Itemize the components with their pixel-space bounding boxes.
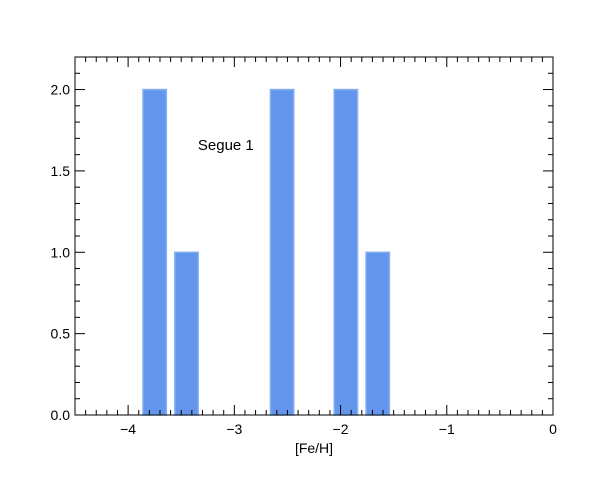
y-tick-label: 0.5 [51,326,71,342]
x-tick-label: −1 [439,421,455,437]
tick-labels-group: −4 −3 −2 −1 0 0.0 0.5 1.0 1.5 2.0 [51,82,558,437]
x-tick-label: −2 [333,421,349,437]
y-tick-label: 1.0 [51,244,71,260]
bar-2 [269,88,295,416]
ticks-group [74,56,554,416]
bar-4 [365,251,391,416]
y-tick-label: 2.0 [51,82,71,98]
bars-group [142,88,391,416]
x-axis-label: [Fe/H] [295,440,333,456]
annotation-label: Segue 1 [198,137,254,154]
y-tick-label: 1.5 [51,163,71,179]
bar-0 [142,88,168,416]
annotations-group: Segue 1 [198,137,254,154]
bar-1 [174,251,199,416]
x-tick-label: −4 [120,421,136,437]
x-tick-label: 0 [549,421,557,437]
bar-3 [333,88,359,416]
x-tick-label: −3 [226,421,242,437]
y-tick-label: 0.0 [51,407,71,423]
